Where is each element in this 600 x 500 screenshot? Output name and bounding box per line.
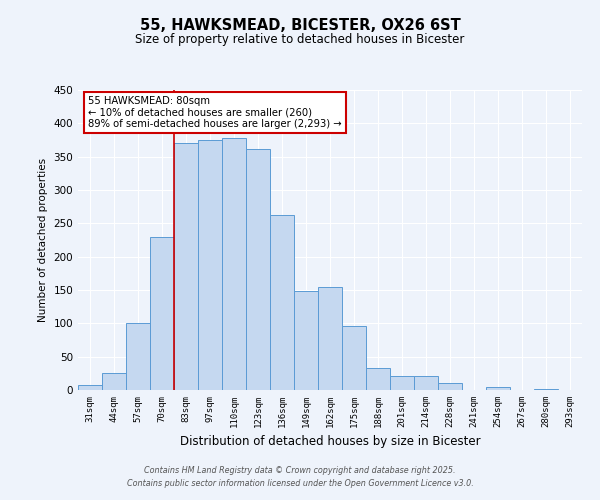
Text: 55 HAWKSMEAD: 80sqm
← 10% of detached houses are smaller (260)
89% of semi-detac: 55 HAWKSMEAD: 80sqm ← 10% of detached ho…: [88, 96, 342, 129]
Bar: [342, 326, 366, 390]
Bar: [222, 138, 246, 390]
Y-axis label: Number of detached properties: Number of detached properties: [38, 158, 48, 322]
Bar: [78, 384, 102, 390]
X-axis label: Distribution of detached houses by size in Bicester: Distribution of detached houses by size …: [179, 436, 481, 448]
Bar: [534, 388, 558, 390]
Bar: [414, 376, 438, 390]
Bar: [486, 388, 510, 390]
Bar: [438, 384, 462, 390]
Bar: [390, 376, 414, 390]
Bar: [270, 214, 294, 390]
Text: Size of property relative to detached houses in Bicester: Size of property relative to detached ho…: [136, 32, 464, 46]
Bar: [198, 140, 222, 390]
Bar: [294, 292, 318, 390]
Text: Contains HM Land Registry data © Crown copyright and database right 2025.
Contai: Contains HM Land Registry data © Crown c…: [127, 466, 473, 487]
Bar: [318, 288, 342, 390]
Bar: [366, 368, 390, 390]
Bar: [150, 236, 174, 390]
Text: 55, HAWKSMEAD, BICESTER, OX26 6ST: 55, HAWKSMEAD, BICESTER, OX26 6ST: [140, 18, 460, 32]
Bar: [174, 144, 198, 390]
Bar: [102, 372, 126, 390]
Bar: [126, 324, 150, 390]
Bar: [246, 148, 270, 390]
